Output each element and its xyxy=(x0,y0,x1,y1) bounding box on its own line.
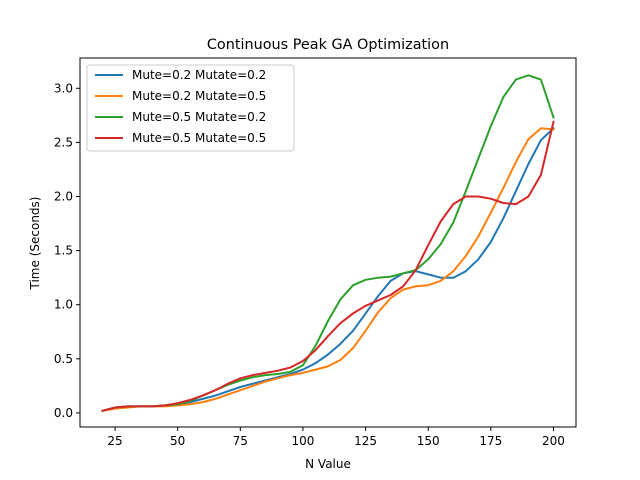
x-tick-label: 125 xyxy=(354,434,377,448)
legend-label: Mute=0.5 Mutate=0.2 xyxy=(132,110,266,124)
x-tick-label: 100 xyxy=(291,434,314,448)
x-tick-label: 175 xyxy=(479,434,502,448)
x-tick-label: 150 xyxy=(417,434,440,448)
x-axis-title: N Value xyxy=(305,457,351,471)
legend-label: Mute=0.5 Mutate=0.5 xyxy=(132,131,266,145)
x-tick-label: 200 xyxy=(542,434,565,448)
y-tick-label: 2.5 xyxy=(54,135,73,149)
y-tick-label: 2.0 xyxy=(54,190,73,204)
legend-label: Mute=0.2 Mutate=0.5 xyxy=(132,89,266,103)
series-line-3 xyxy=(101,74,555,413)
legend-label: Mute=0.2 Mutate=0.2 xyxy=(132,68,266,82)
y-tick-label: 0.0 xyxy=(54,406,73,420)
chart-title: Continuous Peak GA Optimization xyxy=(207,37,449,53)
y-axis-title: Time (Seconds) xyxy=(28,197,42,291)
y-tick-label: 3.0 xyxy=(54,81,73,95)
y-tick-label: 1.5 xyxy=(54,244,73,258)
series-line-4 xyxy=(101,120,555,413)
x-tick-label: 50 xyxy=(170,434,185,448)
x-tick-label: 25 xyxy=(107,434,122,448)
legend: Mute=0.2 Mutate=0.2 Mute=0.2 Mutate=0.5 Mu… xyxy=(86,64,295,152)
legend-box xyxy=(86,64,295,152)
series-line-2 xyxy=(101,127,555,412)
y-tick-label: 0.5 xyxy=(54,352,73,366)
axes-frame xyxy=(79,57,577,428)
x-tick-label: 75 xyxy=(233,434,248,448)
y-tick-label: 1.0 xyxy=(54,298,73,312)
plot-area: 25 50 75 100 125 150 175 200 0.0 0.5 1.0 1.5 2.0 2.5 3… xyxy=(54,57,577,448)
